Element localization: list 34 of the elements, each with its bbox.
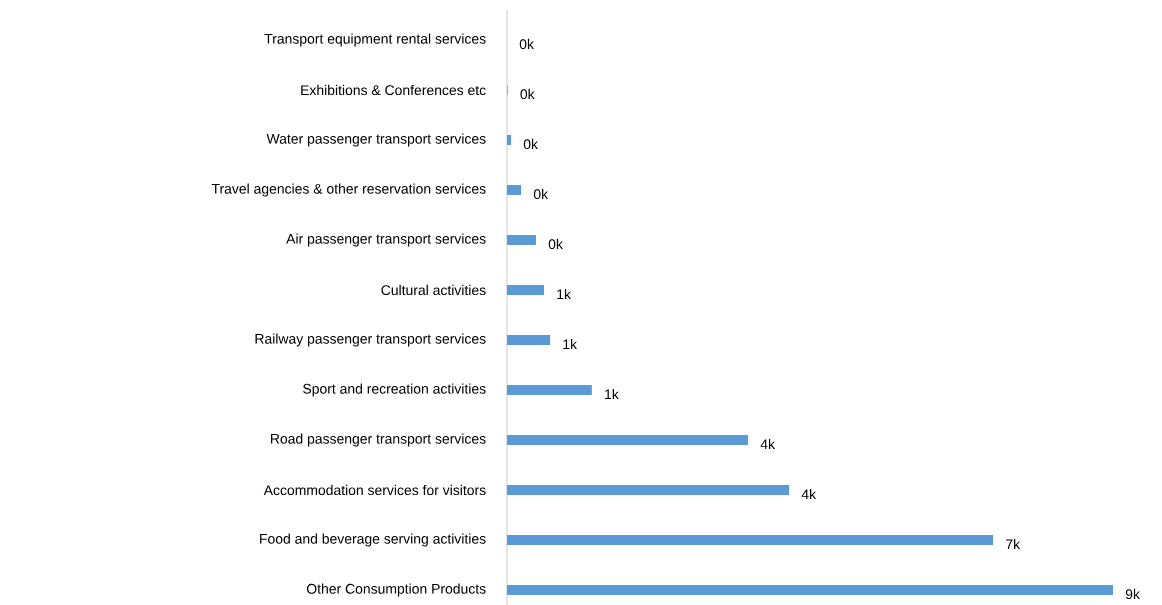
y-tick-label: Road passenger transport services [271,433,486,447]
data-label: 1k [563,338,578,350]
data-label: 7k [1006,538,1021,550]
bar [507,434,749,445]
data-label: 9k [1125,588,1140,600]
y-tick-label: Air passenger transport services [286,233,486,247]
data-label: 0k [548,238,563,250]
bar [507,234,536,245]
bar [507,134,512,145]
y-tick-label: Railway passenger transport services [255,333,486,347]
data-label: 0k [519,38,534,50]
bar [507,334,551,345]
data-label: 4k [760,438,776,450]
data-label: 1k [557,288,571,300]
bar [507,584,1114,595]
bar [507,384,592,395]
bar [507,184,522,195]
y-tick-label: Other Consumption Products [306,583,486,597]
y-tick-label: Exhibitions & Conferences etc [301,84,486,96]
bar [507,484,790,495]
y-tick-label: Accommodation services for visitors [263,484,486,496]
data-label: 0k [523,138,538,150]
bar [507,284,545,295]
y-tick-label: Food and beverage serving activities [260,533,486,547]
y-tick-label: Transport equipment rental services [264,33,486,47]
data-label: 1k [605,388,619,400]
y-tick-label: Water passenger transport services [266,133,486,147]
y-tick-label: Cultural activities [381,284,486,296]
y-tick-label: Travel agencies & other reservation services [211,183,486,197]
data-label: 0k [533,188,549,200]
bar [507,534,994,545]
data-label: 4k [801,488,817,500]
y-tick-label: Sport and recreation activities [303,383,486,397]
data-label: 0k [520,88,535,100]
